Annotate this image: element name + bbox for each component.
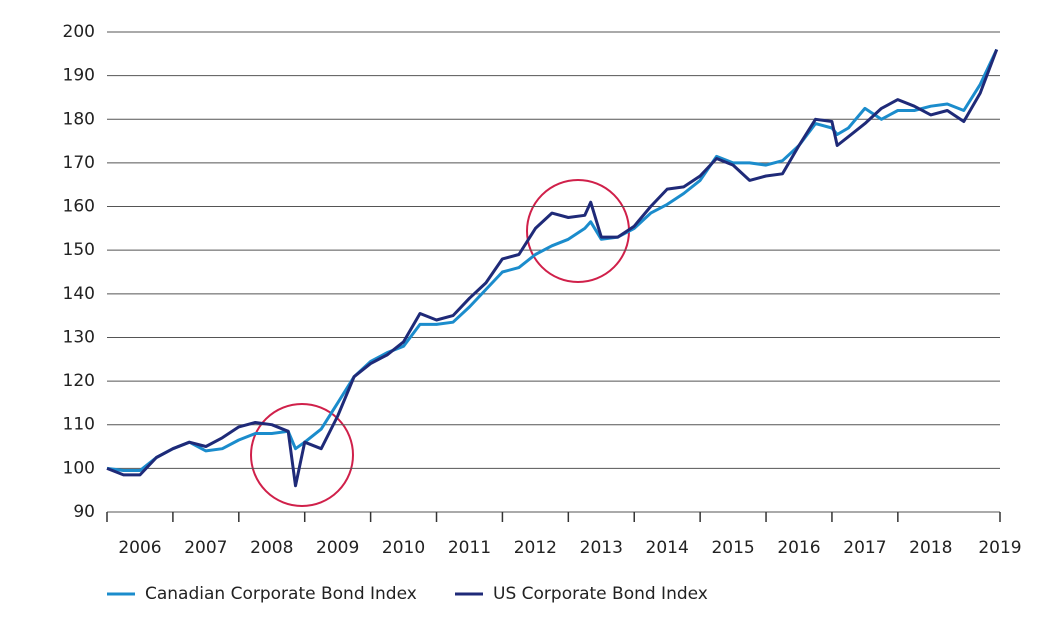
y-tick-label: 190	[63, 66, 95, 86]
legend-label: US Corporate Bond Index	[493, 584, 708, 604]
x-tick-label: 2008	[250, 538, 293, 558]
x-tick-label: 2014	[646, 538, 689, 558]
x-tick-label: 2007	[184, 538, 227, 558]
y-tick-label: 200	[63, 22, 95, 42]
y-tick-label: 130	[63, 327, 95, 347]
y-tick-label: 150	[63, 240, 95, 260]
x-tick-label: 2018	[909, 538, 952, 558]
series-line	[106, 48, 999, 472]
y-tick-label: 110	[63, 415, 95, 435]
y-tick-label: 160	[63, 197, 95, 217]
x-tick-label: 2012	[514, 538, 557, 558]
x-tick-label: 2011	[448, 538, 491, 558]
x-tick-label: 2013	[580, 538, 623, 558]
series-line	[106, 48, 999, 488]
highlight-circle	[250, 403, 354, 507]
x-tick-label: 2019	[978, 538, 1021, 558]
x-tick-label: 2010	[382, 538, 425, 558]
x-tick-label: 2015	[711, 538, 754, 558]
x-tick-label: 2009	[316, 538, 359, 558]
y-tick-label: 90	[73, 502, 95, 522]
x-tick-label: 2006	[118, 538, 161, 558]
legend-label: Canadian Corporate Bond Index	[145, 584, 417, 604]
y-tick-label: 170	[63, 153, 95, 173]
y-tick-label: 100	[63, 458, 95, 478]
x-tick-label: 2016	[777, 538, 820, 558]
y-tick-label: 180	[63, 109, 95, 129]
y-tick-label: 140	[63, 284, 95, 304]
y-tick-label: 120	[63, 371, 95, 391]
x-tick-label: 2017	[843, 538, 886, 558]
highlight-circle	[526, 179, 630, 283]
